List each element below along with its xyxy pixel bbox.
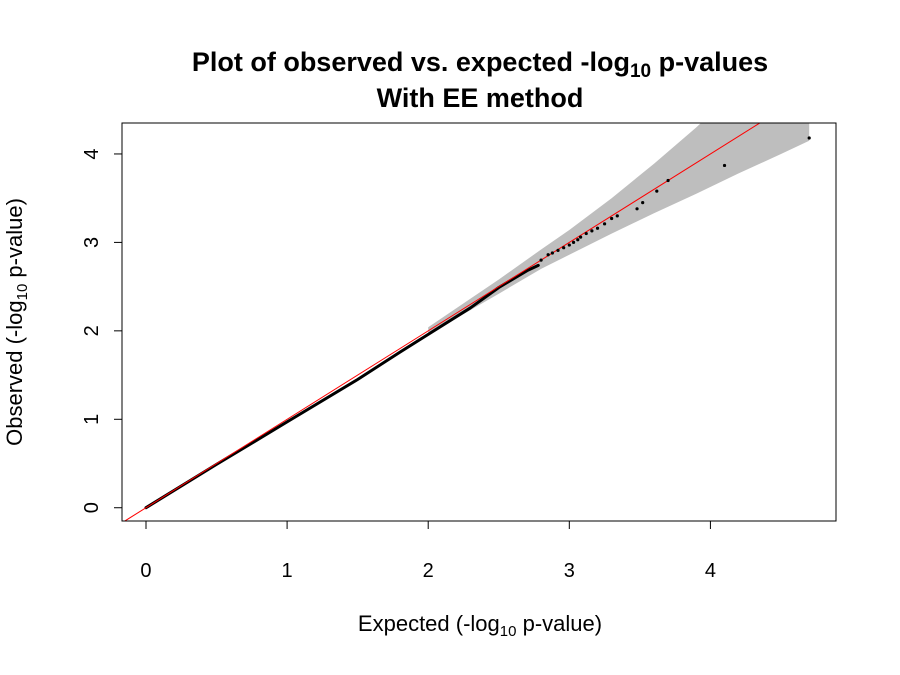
data-point <box>602 222 607 226</box>
data-point <box>641 201 645 205</box>
y-tick-label: 3 <box>81 237 103 248</box>
data-point <box>546 253 550 257</box>
data-point <box>562 246 566 250</box>
y-tick-label: 0 <box>81 502 103 513</box>
plot-area <box>123 123 811 521</box>
data-point <box>576 238 580 242</box>
y-tick-label: 1 <box>81 414 103 425</box>
data-point <box>807 136 811 140</box>
data-point <box>590 229 594 233</box>
x-axis-label: Expected (-log10 p-value) <box>358 611 602 640</box>
reference-line <box>123 123 761 521</box>
x-tick-label: 0 <box>140 560 151 582</box>
data-point <box>550 251 554 255</box>
data-point <box>595 226 600 230</box>
y-tick-label: 2 <box>81 325 103 336</box>
confidence-band <box>428 123 810 335</box>
y-axis-label: Observed (-log10 p-value) <box>2 198 31 446</box>
data-point <box>567 243 571 247</box>
data-point <box>578 235 583 239</box>
chart-title-line2: With EE method <box>377 83 584 113</box>
x-tick-label: 4 <box>705 560 716 582</box>
data-point <box>556 248 560 252</box>
data-point <box>635 207 639 211</box>
data-point <box>666 178 670 183</box>
x-tick-label: 3 <box>564 560 575 582</box>
y-tick-label: 4 <box>81 148 103 159</box>
x-tick-label: 1 <box>282 560 293 582</box>
data-point <box>584 231 588 236</box>
x-tick-label: 2 <box>423 560 434 582</box>
data-point <box>655 189 659 193</box>
data-point <box>615 214 619 218</box>
chart-title-line1: Plot of observed vs. expected -log10 p-v… <box>192 47 768 82</box>
data-point <box>571 240 576 244</box>
dense-points-trend <box>144 263 540 510</box>
data-point <box>722 163 727 168</box>
axes: 0 1 2 3 4 0 1 2 3 4 <box>81 148 716 582</box>
data-point <box>610 216 614 221</box>
plot-frame <box>121 122 837 522</box>
data-point <box>539 258 543 262</box>
